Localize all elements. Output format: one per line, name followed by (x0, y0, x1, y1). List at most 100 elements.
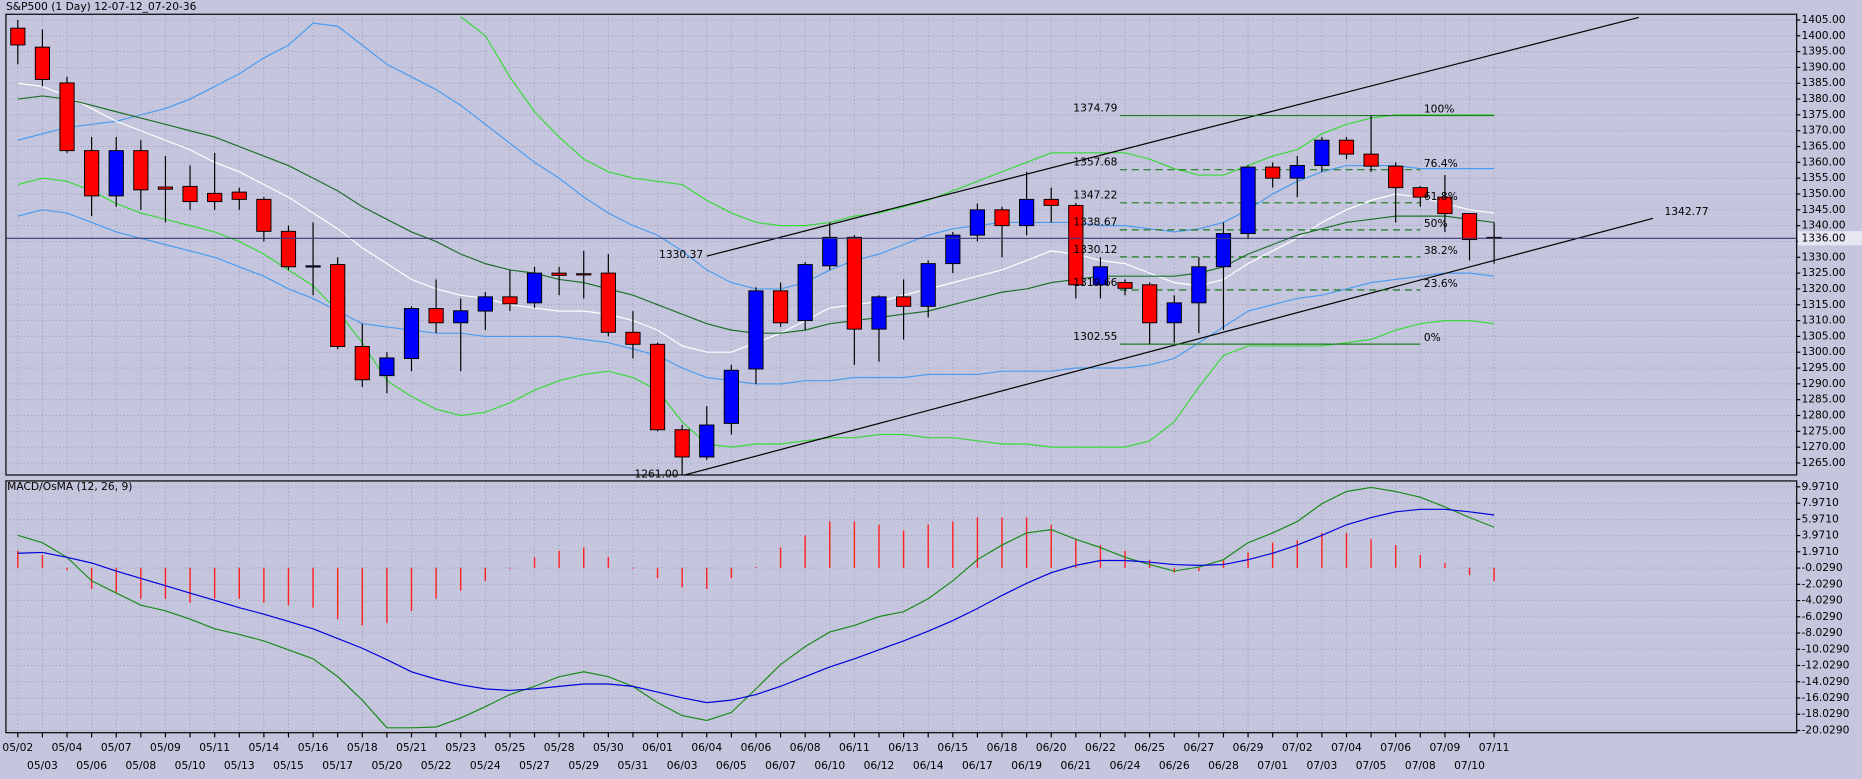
x-tick-label: 05/28 (544, 741, 575, 754)
indicator-line (17, 486, 1495, 729)
fib-percent-label: 50% (1424, 217, 1448, 230)
x-tick-label: 05/15 (273, 759, 304, 772)
x-tick-label: 06/20 (1036, 741, 1067, 754)
x-tick-label: 07/08 (1405, 759, 1436, 772)
candle-body (1265, 166, 1281, 179)
x-tick-label: 06/13 (888, 741, 919, 754)
y-tick-label: 1380.00 (1801, 92, 1845, 105)
y-tick-label: 1285.00 (1801, 393, 1845, 406)
x-tick-label: 05/27 (519, 759, 550, 772)
x-tick-label: 06/15 (937, 741, 968, 754)
candle-body (354, 346, 370, 381)
x-tick-label: 06/12 (864, 759, 895, 772)
x-tick-label: 06/22 (1085, 741, 1116, 754)
candle-body (1461, 213, 1478, 241)
indicator-line (17, 508, 1495, 704)
candle-body (1166, 302, 1182, 324)
x-tick-label: 06/07 (765, 759, 796, 772)
y-tick-label: 1275.00 (1801, 424, 1845, 437)
candle-body (231, 191, 247, 200)
candle-body (330, 264, 346, 347)
candle-body (84, 150, 100, 197)
x-tick-label: 07/04 (1331, 741, 1362, 754)
candle-body (551, 272, 567, 276)
candle-body (526, 272, 543, 304)
macd-title: MACD/OsMA (12, 26, 9) (7, 480, 132, 493)
x-tick-label: 06/06 (741, 741, 772, 754)
x-tick-label: 05/08 (125, 759, 156, 772)
fib-percent-label: 100% (1424, 103, 1455, 116)
x-tick-label: 05/31 (618, 759, 649, 772)
x-tick-label: 07/11 (1479, 741, 1510, 754)
candle-body (699, 424, 715, 458)
x-tick-label: 07/05 (1356, 759, 1387, 772)
candle-body (1289, 165, 1305, 179)
x-tick-label: 07/06 (1380, 741, 1411, 754)
fib-value-label: 1338.67 (1073, 216, 1117, 229)
indicator-line (17, 177, 1495, 448)
x-tick-label: 05/24 (470, 759, 501, 772)
fib-value-label: 1330.12 (1073, 243, 1117, 256)
y-tick-label: 1295.00 (1801, 361, 1845, 374)
y-tick-label: 5.9710 (1801, 512, 1839, 525)
candle-body (945, 234, 961, 265)
x-tick-label: 07/01 (1257, 759, 1288, 772)
candle-body (280, 230, 297, 268)
y-tick-label: -18.0290 (1801, 707, 1849, 720)
candle-body (108, 150, 124, 197)
x-tick-label: 05/25 (495, 741, 526, 754)
x-tick-label: 05/22 (421, 759, 452, 772)
y-tick-label: 1265.00 (1801, 456, 1845, 469)
last-price-label: 1336.00 (1801, 231, 1845, 244)
indicator-line (17, 209, 1495, 385)
trendline (706, 16, 1639, 257)
candle-body (871, 296, 887, 330)
macd-panel (5, 480, 1797, 733)
x-tick-label: 07/03 (1306, 759, 1337, 772)
x-tick-label: 05/04 (52, 741, 83, 754)
candle-body (305, 265, 321, 268)
candle-body (133, 150, 149, 191)
candle-body (649, 343, 666, 431)
indicator-line (460, 16, 1495, 227)
y-tick-label: 1315.00 (1801, 298, 1845, 311)
y-tick-label: -16.0290 (1801, 691, 1849, 704)
x-tick-label: 05/09 (150, 741, 181, 754)
y-tick-label: 1330.00 (1801, 250, 1845, 263)
y-tick-label: 1325.00 (1801, 266, 1845, 279)
x-tick-label: 06/18 (987, 741, 1018, 754)
x-tick-label: 05/18 (347, 741, 378, 754)
candle-body (1437, 196, 1453, 215)
candle-body (1142, 284, 1158, 324)
y-tick-label: 1390.00 (1801, 60, 1845, 73)
candle-body (1043, 198, 1059, 206)
x-tick-label: 06/01 (642, 741, 673, 754)
x-tick-label: 06/25 (1134, 741, 1165, 754)
y-tick-label: 1400.00 (1801, 29, 1845, 42)
candle-body (453, 310, 469, 324)
x-tick-label: 06/04 (691, 741, 722, 754)
y-tick-label: 1355.00 (1801, 171, 1845, 184)
y-tick-label: -10.0290 (1801, 642, 1849, 655)
x-tick-label: 06/26 (1159, 759, 1190, 772)
y-tick-label: 1385.00 (1801, 76, 1845, 89)
x-tick-label: 06/10 (814, 759, 845, 772)
x-tick-label: 05/11 (199, 741, 230, 754)
candle-body (846, 236, 862, 330)
fib-percent-label: 61.8% (1424, 190, 1458, 203)
y-tick-label: -20.0290 (1801, 723, 1849, 736)
fib-percent-label: 76.4% (1424, 157, 1458, 170)
y-tick-label: 1310.00 (1801, 314, 1845, 327)
y-tick-label: -12.0290 (1801, 659, 1849, 672)
candle-body (1215, 233, 1232, 268)
x-tick-label: 07/09 (1430, 741, 1461, 754)
x-tick-label: 06/29 (1233, 741, 1264, 754)
candle-body (207, 192, 223, 203)
candle-body (59, 82, 75, 152)
candle-body (600, 272, 616, 333)
y-tick-label: 9.9710 (1801, 480, 1839, 493)
candle-body (625, 331, 641, 345)
y-tick-label: -14.0290 (1801, 675, 1849, 688)
